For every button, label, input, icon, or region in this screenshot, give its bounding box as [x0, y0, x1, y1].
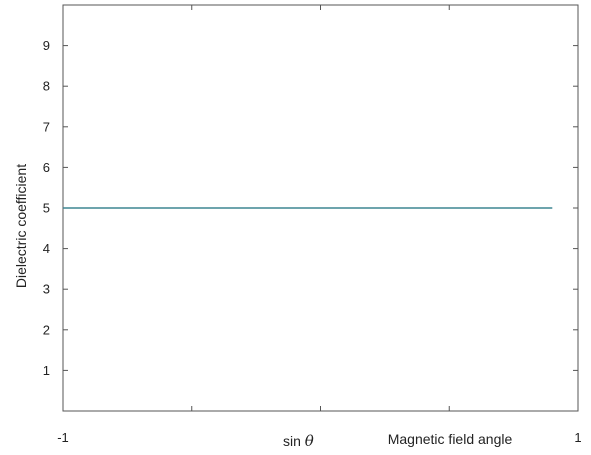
y-tick-label-3: 3: [43, 282, 50, 297]
x-axis-label: Magnetic field angle: [388, 431, 513, 447]
y-tick-label-1: 1: [43, 363, 50, 378]
y-axis-label: Dielectric coefficient: [13, 164, 29, 288]
x-tick-label-1: 1: [574, 430, 581, 445]
x-tick-label-0: -1: [57, 430, 69, 445]
x-annotation-prefix: sin: [283, 433, 305, 449]
x-axis-ticks: -1 1: [57, 5, 582, 445]
theta-symbol: θ: [305, 432, 314, 450]
y-tick-label-5: 5: [43, 201, 50, 216]
y-tick-label-6: 6: [43, 160, 50, 175]
x-annotation: sin θ: [283, 432, 314, 450]
y-tick-label-8: 8: [43, 79, 50, 94]
y-tick-label-2: 2: [43, 322, 50, 337]
y-tick-label-4: 4: [43, 241, 50, 256]
y-tick-label-9: 9: [43, 38, 50, 53]
y-tick-label-7: 7: [43, 119, 50, 134]
